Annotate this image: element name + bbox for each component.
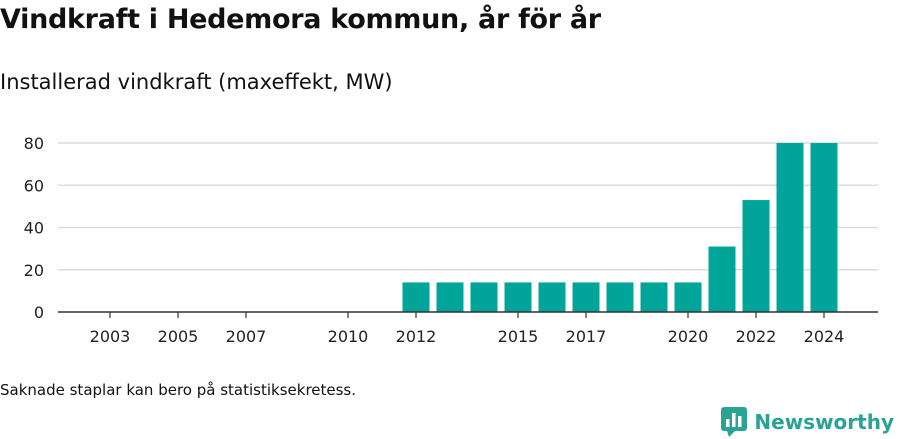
chart-title: Vindkraft i Hedemora kommun, år för år <box>0 4 601 35</box>
bar-2018 <box>606 282 634 312</box>
chart-subtitle: Installerad vindkraft (maxeffekt, MW) <box>0 70 393 94</box>
y-tick-label: 20 <box>24 261 44 280</box>
y-tick-label: 0 <box>34 303 44 322</box>
bar-2020 <box>674 282 702 312</box>
newsworthy-logo-icon <box>721 407 748 437</box>
x-tick-label: 2024 <box>804 327 845 346</box>
footnote: Saknade staplar kan bero på statistiksek… <box>0 381 357 399</box>
x-tick-label: 2020 <box>668 327 709 346</box>
brand-logo[interactable]: Newsworthy <box>721 406 894 438</box>
bar-2019 <box>640 282 668 312</box>
x-tick-label: 2007 <box>226 327 267 346</box>
bar-2016 <box>538 282 566 312</box>
bar-2014 <box>470 282 498 312</box>
y-tick-label: 60 <box>24 176 44 195</box>
x-tick-label: 2010 <box>328 327 369 346</box>
bar-2012 <box>402 282 430 312</box>
x-tick-label: 2015 <box>498 327 539 346</box>
x-tick-label: 2022 <box>736 327 777 346</box>
gridlines <box>58 142 878 271</box>
x-tick-label: 2012 <box>396 327 437 346</box>
bar-2022 <box>742 200 770 312</box>
x-tick-label: 2005 <box>158 327 199 346</box>
y-tick-label: 40 <box>24 219 44 238</box>
bar-2013 <box>436 282 464 312</box>
bars <box>402 143 838 312</box>
bar-2015 <box>504 282 532 312</box>
brand-name: Newsworthy <box>754 410 894 434</box>
y-tick-label: 80 <box>24 134 44 153</box>
x-tick-label: 2003 <box>90 327 131 346</box>
x-tick-label: 2017 <box>566 327 607 346</box>
x-axis-labels: 2003 2005 2007 2010 2012 2015 2017 2020 2022 2024 <box>90 312 845 346</box>
bar-2017 <box>572 282 600 312</box>
bar-2021 <box>708 246 736 312</box>
bar-2023 <box>776 143 804 312</box>
bar-2024 <box>810 143 838 312</box>
y-axis-labels: 0 20 40 60 80 <box>24 134 44 322</box>
